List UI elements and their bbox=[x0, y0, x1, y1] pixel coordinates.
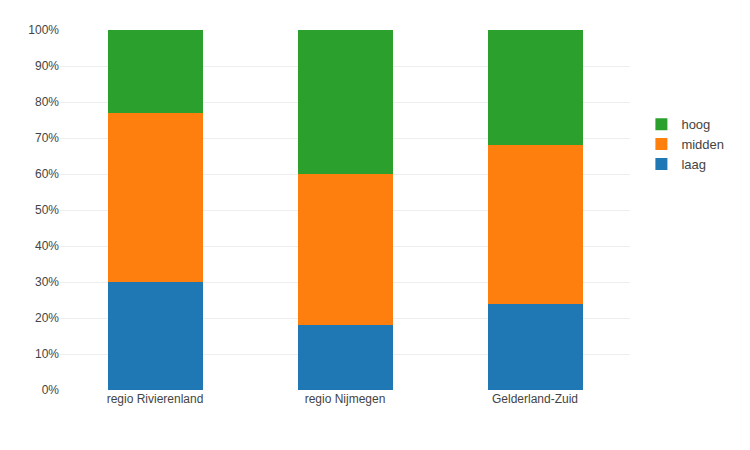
svg-text:100%: 100% bbox=[28, 23, 59, 37]
svg-text:0%: 0% bbox=[42, 383, 60, 397]
svg-text:10%: 10% bbox=[35, 347, 59, 361]
svg-text:laag: laag bbox=[681, 157, 706, 172]
svg-text:Gelderland-Zuid: Gelderland-Zuid bbox=[492, 392, 578, 406]
svg-text:70%: 70% bbox=[35, 131, 59, 145]
svg-text:60%: 60% bbox=[35, 167, 59, 181]
svg-text:midden: midden bbox=[681, 137, 724, 152]
svg-text:regio Rivierenland: regio Rivierenland bbox=[107, 392, 204, 406]
svg-text:hoog: hoog bbox=[681, 117, 710, 132]
svg-text:50%: 50% bbox=[35, 203, 59, 217]
svg-text:regio Nijmegen: regio Nijmegen bbox=[305, 392, 386, 406]
svg-text:30%: 30% bbox=[35, 275, 59, 289]
svg-text:20%: 20% bbox=[35, 311, 59, 325]
svg-text:90%: 90% bbox=[35, 59, 59, 73]
svg-text:80%: 80% bbox=[35, 95, 59, 109]
svg-text:40%: 40% bbox=[35, 239, 59, 253]
